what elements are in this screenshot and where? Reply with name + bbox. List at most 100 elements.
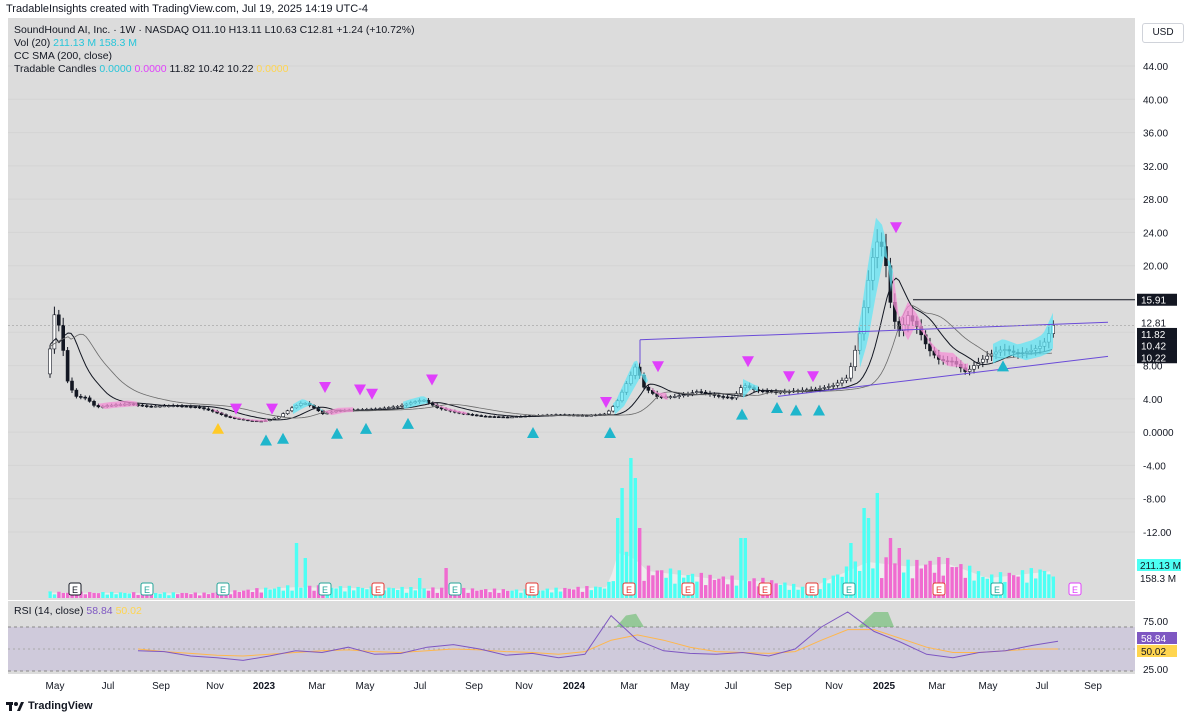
volume-bar — [673, 583, 677, 598]
volume-bar — [299, 587, 303, 598]
candle-body — [510, 416, 514, 419]
earnings-marker — [681, 582, 695, 596]
candle-body — [690, 392, 695, 394]
volume-bar — [818, 589, 822, 598]
sell-signal-marker — [426, 374, 438, 386]
trend-cloud — [613, 360, 648, 415]
time-axis-label: Nov — [206, 681, 224, 692]
symbol-label[interactable]: SoundHound AI, Inc. · 1W · NASDAQ — [14, 24, 190, 36]
vol-label[interactable]: Vol (20) — [14, 37, 51, 49]
candle-body — [809, 389, 814, 391]
earnings-marker-label: E — [220, 585, 226, 595]
buy-signal-marker — [260, 434, 272, 446]
candles-v3: 11.82 — [169, 63, 196, 75]
price-pane[interactable]: E E E E E E E E E E E E E E E SoundHound AI, Inc. · 1W… — [8, 18, 1135, 600]
earnings-marker-label: E — [936, 585, 942, 595]
volume-bar — [541, 590, 545, 598]
time-axis-label: May — [671, 681, 690, 692]
volume-bar — [827, 583, 831, 598]
earnings-marker-label: E — [846, 585, 852, 595]
price-tag — [1137, 316, 1177, 329]
time-axis[interactable]: May Jul Sep Nov 2023 Mar May Jul Sep Nov 2024 Mar Ma… — [8, 674, 1135, 696]
volume-bar — [110, 591, 114, 598]
sell-signal-marker — [652, 361, 664, 373]
candle-body — [153, 405, 158, 408]
volume-bar — [976, 571, 981, 598]
time-axis-label: Mar — [928, 681, 946, 692]
trend-cloud — [648, 385, 668, 400]
volume-bar — [897, 548, 901, 598]
volume-bar — [303, 558, 307, 598]
volume-bar — [193, 592, 197, 598]
candle-body — [470, 414, 475, 416]
price-axis[interactable]: 44.00 40.00 36.00 32.00 28.00 24.00 20.00 8.00 4… — [1135, 18, 1199, 676]
sell-signal-marker — [366, 388, 378, 400]
price-axis-label: -8.00 — [1143, 495, 1166, 506]
earnings-marker — [448, 582, 462, 596]
candles-v6: 0.0000 — [256, 63, 289, 75]
currency-button[interactable]: USD — [1142, 23, 1184, 43]
earnings-marker-label: E — [375, 585, 381, 595]
candle-body — [778, 391, 783, 394]
header-bar: TradableInsights created with TradingVie… — [0, 0, 1199, 18]
volume-bar — [145, 594, 149, 598]
candle-body — [189, 406, 193, 408]
volume-bar — [132, 592, 136, 598]
rsi-pane[interactable]: RSI (14, close) 58.84 50.02 — [8, 600, 1135, 675]
sell-signal-marker — [354, 384, 366, 396]
volume-bar — [338, 586, 343, 598]
volume-bar — [281, 590, 285, 598]
tradingview-logo[interactable]: TradingView — [6, 700, 93, 712]
trend-cloud — [858, 217, 893, 368]
volume-bar — [668, 568, 673, 598]
time-axis-label: Nov — [825, 681, 843, 692]
volume-bar — [946, 557, 950, 598]
volume-bar — [272, 588, 277, 598]
candle-body — [281, 413, 286, 417]
candles-label[interactable]: Tradable Candles — [14, 63, 97, 75]
rsi-label[interactable]: RSI (14, close) — [14, 605, 84, 617]
buy-signal-marker — [360, 422, 372, 434]
volume-bar — [1012, 575, 1016, 598]
price-axis-label: 8.00 — [1143, 362, 1163, 373]
candle-body — [474, 414, 479, 417]
sma-label[interactable]: CC SMA (200, close) — [14, 50, 113, 62]
candle-body — [980, 358, 985, 363]
ohlc-values: O11.10 H13.11 L10.63 C12.81 +1.24 (+10.7… — [192, 24, 415, 36]
volume-bar — [787, 589, 791, 598]
volume-bar — [822, 578, 827, 598]
time-axis-label: Sep — [465, 681, 483, 692]
volume-bar — [624, 551, 629, 598]
volume-bar — [290, 590, 294, 598]
time-axis-label: Mar — [308, 681, 326, 692]
candle-body — [74, 389, 79, 397]
earnings-marker-label: E — [452, 585, 458, 595]
time-axis-label: Mar — [620, 681, 638, 692]
volume-bar — [734, 585, 739, 598]
volume-bar — [356, 586, 360, 598]
volume-bar — [470, 588, 475, 598]
candle-body — [646, 386, 651, 391]
rsi-chart[interactable] — [8, 601, 1135, 675]
volume-bar — [611, 581, 615, 598]
volume-bar — [1047, 574, 1051, 598]
candle-body — [382, 407, 387, 410]
price-axis-label: -4.00 — [1143, 461, 1166, 472]
earnings-marker — [622, 582, 636, 596]
volume-bar — [242, 590, 246, 598]
volume-bar — [74, 594, 79, 598]
volume-bar — [268, 589, 272, 598]
price-axis-label: 44.00 — [1143, 62, 1168, 73]
volume-bar — [484, 589, 488, 598]
earnings-marker-label: E — [529, 585, 535, 595]
volume-bar — [563, 587, 567, 598]
time-axis-label: Nov — [515, 681, 533, 692]
volume-bar — [250, 592, 255, 598]
volume-bar — [699, 572, 703, 598]
candle-body — [149, 405, 153, 408]
volume-bar — [431, 587, 435, 598]
volume-bar — [440, 587, 444, 598]
volume-bar — [61, 592, 65, 598]
volume-bar — [602, 588, 607, 598]
